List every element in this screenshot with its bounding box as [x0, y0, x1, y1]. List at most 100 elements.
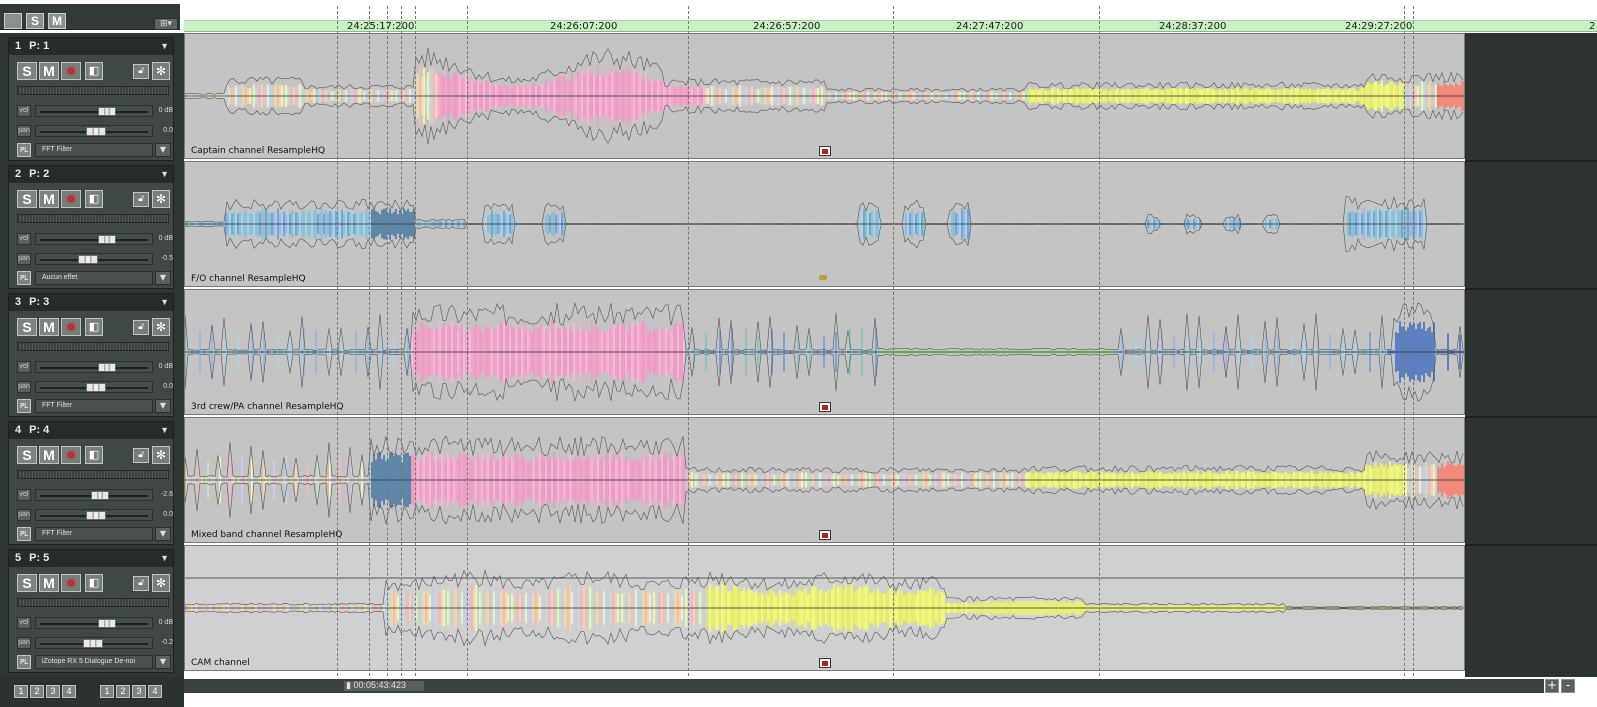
monitor-icon[interactable]: ◧ [85, 318, 103, 336]
page-button[interactable]: 3 [132, 685, 146, 698]
track-header[interactable]: 4 P: 4 ▼ S M ◧ 🔓︎ ✻ vol -2.6 pan 0.0 PL F… [8, 421, 174, 545]
waveform[interactable] [185, 418, 1465, 543]
freeze-icon[interactable]: ✻ [152, 190, 170, 208]
freeze-icon[interactable]: ✻ [152, 446, 170, 464]
pan-knob[interactable] [83, 639, 103, 648]
clip-marker-icon[interactable] [819, 402, 831, 412]
effect-name[interactable]: iZotope RX 5 Dialogue De-noi [35, 655, 153, 669]
pan-knob[interactable] [86, 511, 106, 520]
waveform[interactable] [185, 162, 1465, 287]
pan-slider[interactable] [35, 637, 153, 649]
track-header[interactable]: 1 P: 1 ▼ S M ◧ 🔓︎ ✻ vol 0 dB pan 0.0 PL F… [8, 37, 174, 161]
monitor-icon[interactable]: ◧ [85, 190, 103, 208]
lock-icon[interactable]: 🔓︎ [133, 64, 149, 79]
timeline-ruler[interactable]: 24:25:17:200 24:26:07:200 24:26:57:200 2… [184, 20, 1597, 32]
volume-slider[interactable] [35, 489, 153, 501]
volume-slider[interactable] [35, 233, 153, 245]
grid-menu-icon[interactable]: ⊞▾ [154, 18, 178, 30]
lock-icon[interactable]: 🔓︎ [133, 192, 149, 207]
track-menu-icon[interactable]: ▼ [160, 169, 169, 179]
track-lane[interactable]: Mixed band channel ResampleHQ [184, 417, 1465, 543]
pan-knob[interactable] [86, 383, 106, 392]
fx-chain-button[interactable]: PL [17, 399, 31, 413]
clip-marker-icon[interactable] [819, 530, 831, 540]
track-lane[interactable]: 3rd crew/PA channel ResampleHQ [184, 289, 1465, 415]
effect-dropdown-icon[interactable]: ▼ [155, 143, 171, 157]
fx-chain-button[interactable]: PL [17, 271, 31, 285]
effect-dropdown-icon[interactable]: ▼ [155, 271, 171, 285]
volume-knob[interactable] [98, 619, 116, 628]
freeze-icon[interactable]: ✻ [152, 574, 170, 592]
lock-icon[interactable]: 🔓︎ [133, 320, 149, 335]
effect-name[interactable]: FFT Filter [35, 527, 153, 541]
waveform[interactable] [185, 546, 1465, 671]
pan-slider[interactable] [35, 381, 153, 393]
all-solo-toggle[interactable]: S [26, 13, 44, 29]
track-title[interactable]: 1 P: 1 ▼ [9, 38, 173, 55]
fx-chain-button[interactable]: PL [17, 527, 31, 541]
effect-name[interactable]: FFT Filter [35, 399, 153, 413]
mute-button[interactable]: M [39, 446, 59, 464]
volume-knob[interactable] [98, 235, 116, 244]
clip-marker-icon[interactable] [819, 146, 831, 156]
volume-knob[interactable] [98, 107, 116, 116]
effect-name[interactable]: FFT Filter [35, 143, 153, 157]
pan-slider[interactable] [35, 509, 153, 521]
volume-knob[interactable] [98, 363, 116, 372]
solo-button[interactable]: S [17, 62, 37, 80]
effect-dropdown-icon[interactable]: ▼ [155, 527, 171, 541]
track-header[interactable]: 5 P: 5 ▼ S M ◧ 🔓︎ ✻ vol 0 dB pan -0.2 PL … [8, 549, 174, 673]
record-arm-button[interactable] [61, 190, 81, 208]
solo-button[interactable]: S [17, 318, 37, 336]
record-arm-button[interactable] [61, 574, 81, 592]
track-lane[interactable]: F/O channel ResampleHQ [184, 161, 1465, 287]
pan-knob[interactable] [78, 255, 98, 264]
solo-button[interactable]: S [17, 190, 37, 208]
monitor-icon[interactable]: ◧ [85, 574, 103, 592]
track-title[interactable]: 3 P: 3 ▼ [9, 294, 173, 311]
volume-slider[interactable] [35, 361, 153, 373]
track-menu-icon[interactable]: ▼ [160, 553, 169, 563]
record-arm-button[interactable] [61, 62, 81, 80]
all-mute-toggle[interactable]: M [48, 13, 66, 29]
fx-chain-button[interactable]: PL [17, 143, 31, 157]
lock-icon[interactable]: 🔓︎ [133, 448, 149, 463]
monitor-icon[interactable]: ◧ [85, 446, 103, 464]
scroll-thumb[interactable] [344, 681, 424, 691]
mute-button[interactable]: M [39, 574, 59, 592]
record-arm-button[interactable] [61, 318, 81, 336]
zoom-in-button[interactable]: + [1545, 678, 1559, 693]
page-button[interactable]: 4 [62, 685, 76, 698]
freeze-icon[interactable]: ✻ [152, 62, 170, 80]
effect-dropdown-icon[interactable]: ▼ [155, 399, 171, 413]
page-button[interactable]: 3 [46, 685, 60, 698]
track-header[interactable]: 3 P: 3 ▼ S M ◧ 🔓︎ ✻ vol 0 dB pan 0.0 PL F… [8, 293, 174, 417]
pan-slider[interactable] [35, 253, 153, 265]
track-menu-icon[interactable]: ▼ [160, 425, 169, 435]
track-menu-icon[interactable]: ▼ [160, 41, 169, 51]
volume-slider[interactable] [35, 617, 153, 629]
solo-button[interactable]: S [17, 574, 37, 592]
page-button[interactable]: 2 [30, 685, 44, 698]
solo-button[interactable]: S [17, 446, 37, 464]
zoom-out-button[interactable]: - [1561, 679, 1575, 693]
pan-slider[interactable] [35, 125, 153, 137]
track-lane[interactable]: CAM channel [184, 545, 1465, 671]
page-button[interactable]: 4 [148, 685, 162, 698]
fx-chain-button[interactable]: PL [17, 655, 31, 669]
track-menu-icon[interactable]: ▼ [160, 297, 169, 307]
waveform[interactable] [185, 34, 1465, 159]
track-title[interactable]: 4 P: 4 ▼ [9, 422, 173, 439]
track-title[interactable]: 5 P: 5 ▼ [9, 550, 173, 567]
track-header[interactable]: 2 P: 2 ▼ S M ◧ 🔓︎ ✻ vol 0 dB pan -0.5 PL … [8, 165, 174, 289]
all-solo-button[interactable] [4, 13, 22, 29]
freeze-icon[interactable]: ✻ [152, 318, 170, 336]
lock-icon[interactable]: 🔓︎ [133, 576, 149, 591]
pan-knob[interactable] [86, 127, 106, 136]
page-button[interactable]: 2 [116, 685, 130, 698]
volume-knob[interactable] [91, 491, 109, 500]
track-lane[interactable]: Captain channel ResampleHQ [184, 33, 1465, 159]
page-button[interactable]: 1 [100, 685, 114, 698]
horizontal-scrollbar[interactable] [184, 679, 1544, 693]
clip-marker-icon[interactable] [819, 275, 827, 280]
